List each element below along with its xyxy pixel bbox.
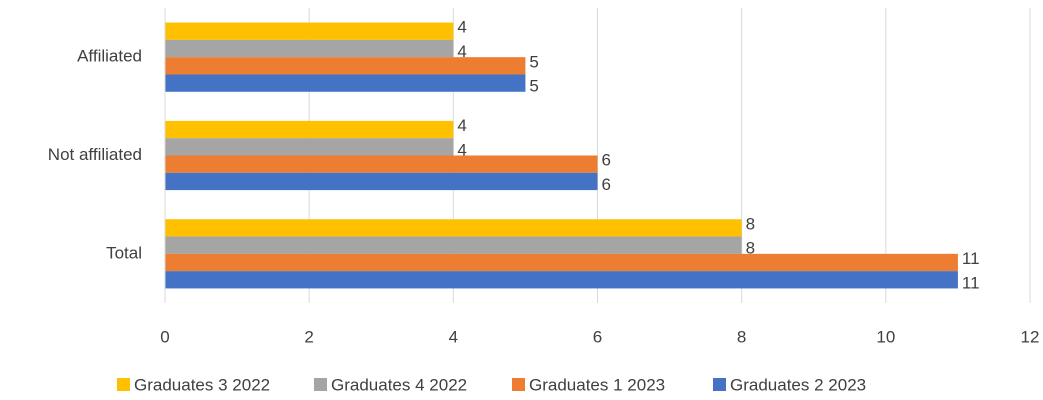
x-tick-label: 6 (593, 327, 602, 346)
bar (165, 39, 454, 58)
data-label: 4 (457, 18, 466, 37)
y-tick-label: Total (106, 243, 142, 262)
data-label: 5 (529, 77, 538, 96)
x-tick-label: 8 (737, 327, 746, 346)
y-tick-label: Affiliated (77, 47, 142, 66)
y-tick-label: Not affiliated (48, 145, 142, 164)
legend-label: Graduates 3 2022 (134, 375, 270, 394)
x-tick-label: 2 (304, 327, 313, 346)
bar (165, 120, 454, 139)
data-label: 4 (457, 116, 466, 135)
data-label: 4 (457, 42, 466, 61)
data-label: 8 (746, 214, 755, 233)
legend-swatch (713, 378, 726, 391)
legend-label: Graduates 1 2023 (529, 375, 665, 394)
legend-swatch (512, 378, 525, 391)
bar (165, 172, 598, 191)
data-label: 8 (746, 239, 755, 258)
bar (165, 219, 742, 237)
data-label: 6 (602, 175, 611, 194)
bar (165, 236, 742, 254)
x-tick-label: 12 (1021, 327, 1040, 346)
data-label: 6 (602, 151, 611, 170)
legend-label: Graduates 4 2022 (331, 375, 467, 394)
data-label: 11 (962, 249, 980, 268)
bar (165, 22, 454, 40)
x-tick-label: 10 (876, 327, 895, 346)
bar (165, 138, 454, 156)
bar (165, 271, 958, 289)
bar (165, 155, 598, 173)
data-label: 11 (962, 273, 980, 292)
bar (165, 57, 526, 75)
data-label: 5 (529, 52, 538, 71)
legend-swatch (117, 378, 130, 391)
bar (165, 74, 526, 92)
bar (165, 253, 958, 272)
legend-label: Graduates 2 2023 (730, 375, 866, 394)
legend-swatch (314, 378, 327, 391)
data-label: 4 (457, 140, 466, 159)
x-tick-label: 4 (449, 327, 458, 346)
x-tick-label: 0 (160, 327, 169, 346)
